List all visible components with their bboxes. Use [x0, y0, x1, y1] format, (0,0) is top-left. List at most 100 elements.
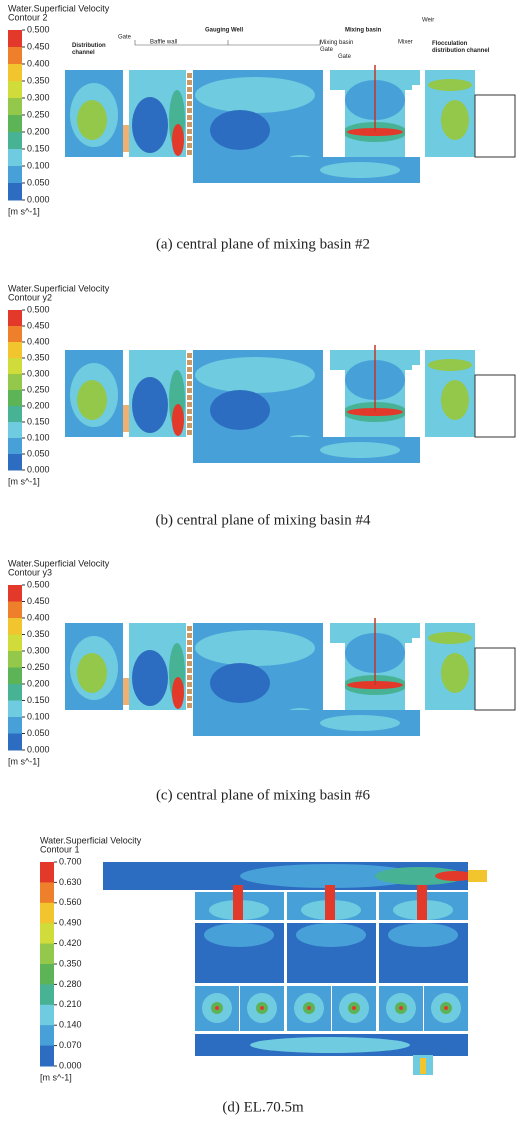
- colorbar-subtitle: Contour 1: [40, 844, 80, 854]
- contour-blob: [195, 77, 315, 113]
- colorbar-segment: [8, 717, 22, 734]
- colorbar-subtitle: Contour 2: [8, 12, 48, 22]
- colorbar-segment: [8, 47, 22, 65]
- baffle-block: [187, 395, 192, 400]
- colorbar-segment: [8, 618, 22, 635]
- contour-blob: [195, 630, 315, 666]
- colorbar-tick-label: 0.000: [27, 744, 50, 754]
- contour-blob: [307, 1006, 311, 1010]
- colorbar-tick-label: 0.050: [27, 448, 50, 458]
- baffle-block: [187, 640, 192, 645]
- contour-panel: [103, 862, 487, 1075]
- baffle-block: [187, 150, 192, 155]
- colorbar-segment: [8, 342, 22, 359]
- outlet: [468, 870, 487, 882]
- contour-blob: [441, 380, 469, 420]
- colorbar-tick-label: 0.490: [59, 918, 82, 928]
- annotation: Mixing basin: [345, 28, 382, 34]
- contour-blob: [428, 359, 472, 371]
- baffle-block: [187, 94, 192, 99]
- colorbar-segment: [8, 651, 22, 668]
- colorbar-segment: [8, 98, 22, 116]
- colorbar-segment: [8, 115, 22, 133]
- brace: [134, 40, 321, 46]
- baffle-block: [187, 108, 192, 113]
- contour-blob: [320, 715, 400, 731]
- contour-blob: [352, 1006, 356, 1010]
- colorbar-segment: [8, 601, 22, 619]
- colorbar-subtitle: Contour y2: [8, 292, 52, 302]
- outlet-box: [474, 94, 516, 158]
- colorbar-segment: [40, 1045, 54, 1067]
- colorbar-tick-label: 0.420: [59, 938, 82, 948]
- baffle-wall: [186, 350, 193, 437]
- colorbar-tick-label: 0.200: [27, 678, 50, 688]
- colorbar-tick-label: 0.560: [59, 897, 82, 907]
- baffle-block: [187, 675, 192, 680]
- contour-blob: [296, 923, 366, 947]
- contour-blob: [172, 677, 184, 709]
- baffle-block: [187, 374, 192, 379]
- contour-blob: [195, 357, 315, 393]
- colorbar-segment: [8, 422, 22, 439]
- gate: [123, 678, 129, 705]
- contour-blob: [210, 390, 270, 430]
- colorbar-tick-label: 0.000: [27, 464, 50, 474]
- colorbar-tick-label: 0.450: [27, 320, 50, 330]
- colorbar-tick-label: 0.050: [27, 177, 50, 187]
- colorbar-tick-label: 0.350: [27, 352, 50, 362]
- contour-blob: [399, 1006, 403, 1010]
- baffle-block: [187, 101, 192, 106]
- annotation: Distribution channel: [72, 43, 106, 56]
- baffle-block: [187, 654, 192, 659]
- baffle-block: [187, 353, 192, 358]
- colorbar-segment: [8, 374, 22, 391]
- colorbar-tick-label: 0.350: [59, 958, 82, 968]
- colorbar-tick-label: 0.150: [27, 416, 50, 426]
- contour-panel: [65, 345, 516, 463]
- contour-blob: [240, 864, 420, 888]
- colorbar-tick-label: 0.250: [27, 662, 50, 672]
- colorbar-tick-label: 0.200: [27, 126, 50, 136]
- contour-region: [420, 1058, 426, 1074]
- baffle-block: [187, 87, 192, 92]
- baffle-block: [187, 402, 192, 407]
- colorbar-segment: [8, 81, 22, 99]
- gate: [123, 405, 129, 432]
- colorbar-tick-label: 0.500: [27, 579, 50, 589]
- baffle-block: [187, 381, 192, 386]
- colorbar-segment: [40, 984, 54, 1006]
- baffle-block: [187, 633, 192, 638]
- baffle-block: [187, 703, 192, 708]
- baffle-block: [187, 367, 192, 372]
- outlet-box: [474, 374, 516, 438]
- colorbar-tick-label: 0.400: [27, 336, 50, 346]
- basin-wall: [330, 370, 345, 437]
- colorbar-segment: [8, 667, 22, 685]
- colorbar-segment: [8, 700, 22, 718]
- colorbar-segment: [40, 882, 54, 904]
- colorbar-segment: [8, 183, 22, 201]
- colorbar-tick-label: 0.280: [59, 979, 82, 989]
- contour-blob: [132, 377, 168, 433]
- baffle-wall: [186, 623, 193, 710]
- colorbar-segment: [40, 923, 54, 945]
- baffle-block: [187, 409, 192, 414]
- baffle-block: [187, 115, 192, 120]
- colorbar-tick-label: 0.000: [59, 1060, 82, 1070]
- colorbar-title: Water.Superficial Velocity: [40, 835, 142, 845]
- colorbar-tick-label: 0.450: [27, 41, 50, 51]
- colorbar-segment: [40, 1004, 54, 1026]
- colorbar-tick-label: 0.150: [27, 143, 50, 153]
- baffle-block: [187, 689, 192, 694]
- colorbar-tick-label: 0.250: [27, 384, 50, 394]
- colorbar-tick-label: 0.300: [27, 92, 50, 102]
- contour-blob: [215, 1006, 219, 1010]
- colorbar-tick-label: 0.050: [27, 728, 50, 738]
- colorbar-segment: [8, 684, 22, 701]
- colorbar-tick-label: 0.450: [27, 596, 50, 606]
- baffle-block: [187, 73, 192, 78]
- baffle-block: [187, 430, 192, 435]
- annotation: Weir: [422, 18, 434, 24]
- caption: (b) central plane of mixing basin #4: [156, 512, 371, 528]
